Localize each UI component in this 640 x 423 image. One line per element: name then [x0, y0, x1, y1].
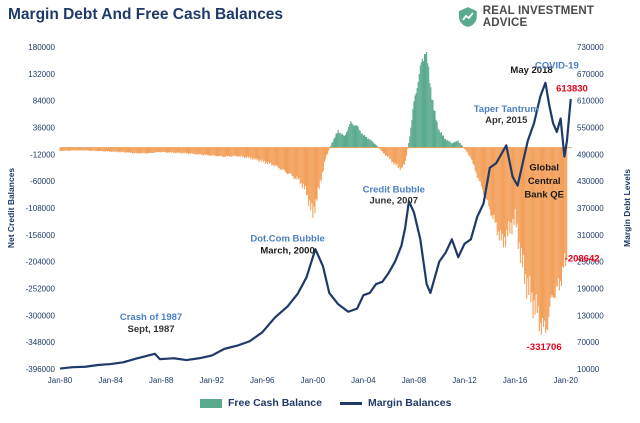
left-tick-label: -108000 — [26, 204, 56, 213]
legend-label: Free Cash Balance — [228, 397, 322, 409]
left-axis-title: Net Credit Balances — [6, 168, 16, 249]
margin-balances-series — [59, 81, 572, 370]
x-tick-label: Jan-12 — [452, 376, 477, 385]
annotation: Taper Tantrum — [474, 104, 539, 115]
left-tick-label: 132000 — [28, 70, 55, 79]
annotation: Bank QE — [524, 189, 564, 200]
legend-swatch-line — [339, 401, 362, 405]
left-tick-label: -396000 — [26, 365, 56, 374]
legend-item-margin: Margin Balances — [339, 397, 452, 409]
right-tick-label: 190000 — [577, 285, 604, 294]
left-tick-label: -300000 — [26, 311, 56, 320]
x-tick-label: Jan-16 — [503, 376, 528, 385]
annotation: Sept, 1987 — [128, 324, 175, 335]
left-tick-label: -12000 — [30, 150, 55, 159]
x-tick-label: Jan-84 — [98, 376, 123, 385]
left-tick-label: 180000 — [28, 43, 55, 52]
x-tick-label: Jan-96 — [250, 376, 275, 385]
annotation: Crash of 1987 — [120, 312, 182, 323]
annotation: Central — [528, 176, 561, 187]
right-tick-label: 130000 — [577, 311, 604, 320]
annotation: 613830 — [556, 84, 588, 95]
right-tick-label: 10000 — [577, 365, 600, 374]
right-tick-label: 310000 — [577, 231, 604, 240]
right-tick-label: 610000 — [577, 97, 604, 106]
right-axis-title: Margin Debt Levels — [622, 169, 632, 247]
left-tick-label: -204000 — [26, 258, 56, 267]
annotation: -331706 — [527, 342, 562, 353]
annotation: March, 2000 — [260, 246, 314, 257]
axes: 180000 132000 84000 36000 -12000 -60000 -10800… — [6, 43, 632, 385]
chart-title: Margin Debt And Free Cash Balances — [8, 6, 284, 23]
x-tick-label: Jan-80 — [48, 376, 73, 385]
legend-swatch-bar — [200, 398, 222, 408]
left-tick-label: 36000 — [33, 124, 56, 133]
right-tick-label: 670000 — [577, 70, 604, 79]
legend-item-free-cash: Free Cash Balance — [200, 397, 322, 409]
right-tick-label: 730000 — [577, 43, 604, 52]
x-tick-label: Jan-08 — [402, 376, 427, 385]
legend-label: Margin Balances — [367, 397, 452, 409]
right-tick-label: 70000 — [577, 338, 600, 347]
left-tick-label: -348000 — [26, 338, 56, 347]
brand-logo: REAL INVESTMENT ADVICE — [457, 5, 640, 29]
annotation: Apr, 2015 — [485, 115, 528, 126]
x-tick-label: Jan-00 — [301, 376, 326, 385]
right-tick-label: 550000 — [577, 124, 604, 133]
annotation: -208642 — [565, 254, 600, 265]
right-tick-label: 370000 — [577, 204, 604, 213]
annotation: Dot.Com Bubble — [250, 234, 324, 245]
legend: Free Cash Balance Margin Balances — [200, 397, 469, 409]
brand-shield-icon — [458, 7, 477, 27]
left-tick-label: 84000 — [33, 97, 56, 106]
right-tick-label: 430000 — [577, 177, 604, 186]
x-tick-label: Jan-88 — [149, 376, 174, 385]
annotation: Credit Bubble — [363, 184, 425, 195]
annotation: June, 2007 — [369, 196, 418, 207]
annotation: Global — [529, 162, 559, 173]
x-tick-label: Jan-20 — [553, 376, 578, 385]
annotation: May 2018 — [510, 65, 552, 76]
left-tick-label: -252000 — [26, 285, 56, 294]
margin-balance-line — [59, 81, 572, 370]
annotation: COVID-19 — [535, 60, 579, 71]
right-tick-label: 490000 — [577, 150, 604, 159]
x-tick-label: Jan-04 — [351, 376, 376, 385]
left-tick-label: -156000 — [26, 231, 56, 240]
left-tick-label: -60000 — [30, 177, 55, 186]
x-tick-label: Jan-92 — [199, 376, 224, 385]
brand-name: REAL INVESTMENT ADVICE — [482, 5, 595, 29]
right-tick-label: 250000 — [577, 258, 604, 267]
free-cash-bars — [59, 51, 568, 335]
